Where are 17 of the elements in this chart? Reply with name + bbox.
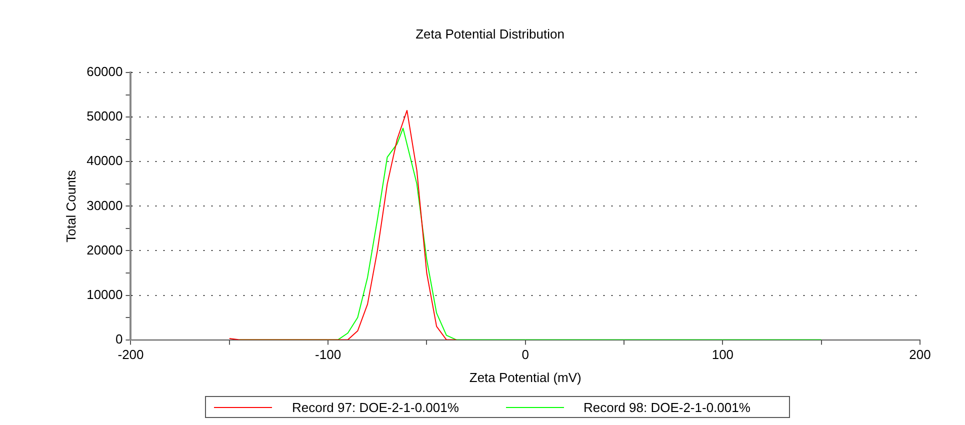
y-tick-label: 10000 [86,286,123,302]
legend-label: Record 98: DOE-2-1-0.001% [584,400,750,414]
y-tick-label: 50000 [86,108,123,124]
x-tick-label: 200 [909,347,931,362]
y-axis-title: Total Counts [63,170,78,242]
y-tick-label: 60000 [86,64,123,80]
x-tick-label: -100 [315,347,342,362]
y-tick-label: 30000 [86,198,123,213]
x-tick-label: -200 [118,347,144,362]
y-tick-label: 0 [116,331,123,346]
y-tick-label: 20000 [86,242,123,258]
x-axis-title: Zeta Potential (mV) [469,370,582,385]
legend-label: Record 97: DOE-2-1-0.001% [292,400,459,414]
y-tick-label: 40000 [86,153,123,168]
chart-title: Zeta Potential Distribution [416,26,564,42]
x-tick-label: 0 [522,347,529,362]
x-tick-label: 100 [712,347,734,362]
